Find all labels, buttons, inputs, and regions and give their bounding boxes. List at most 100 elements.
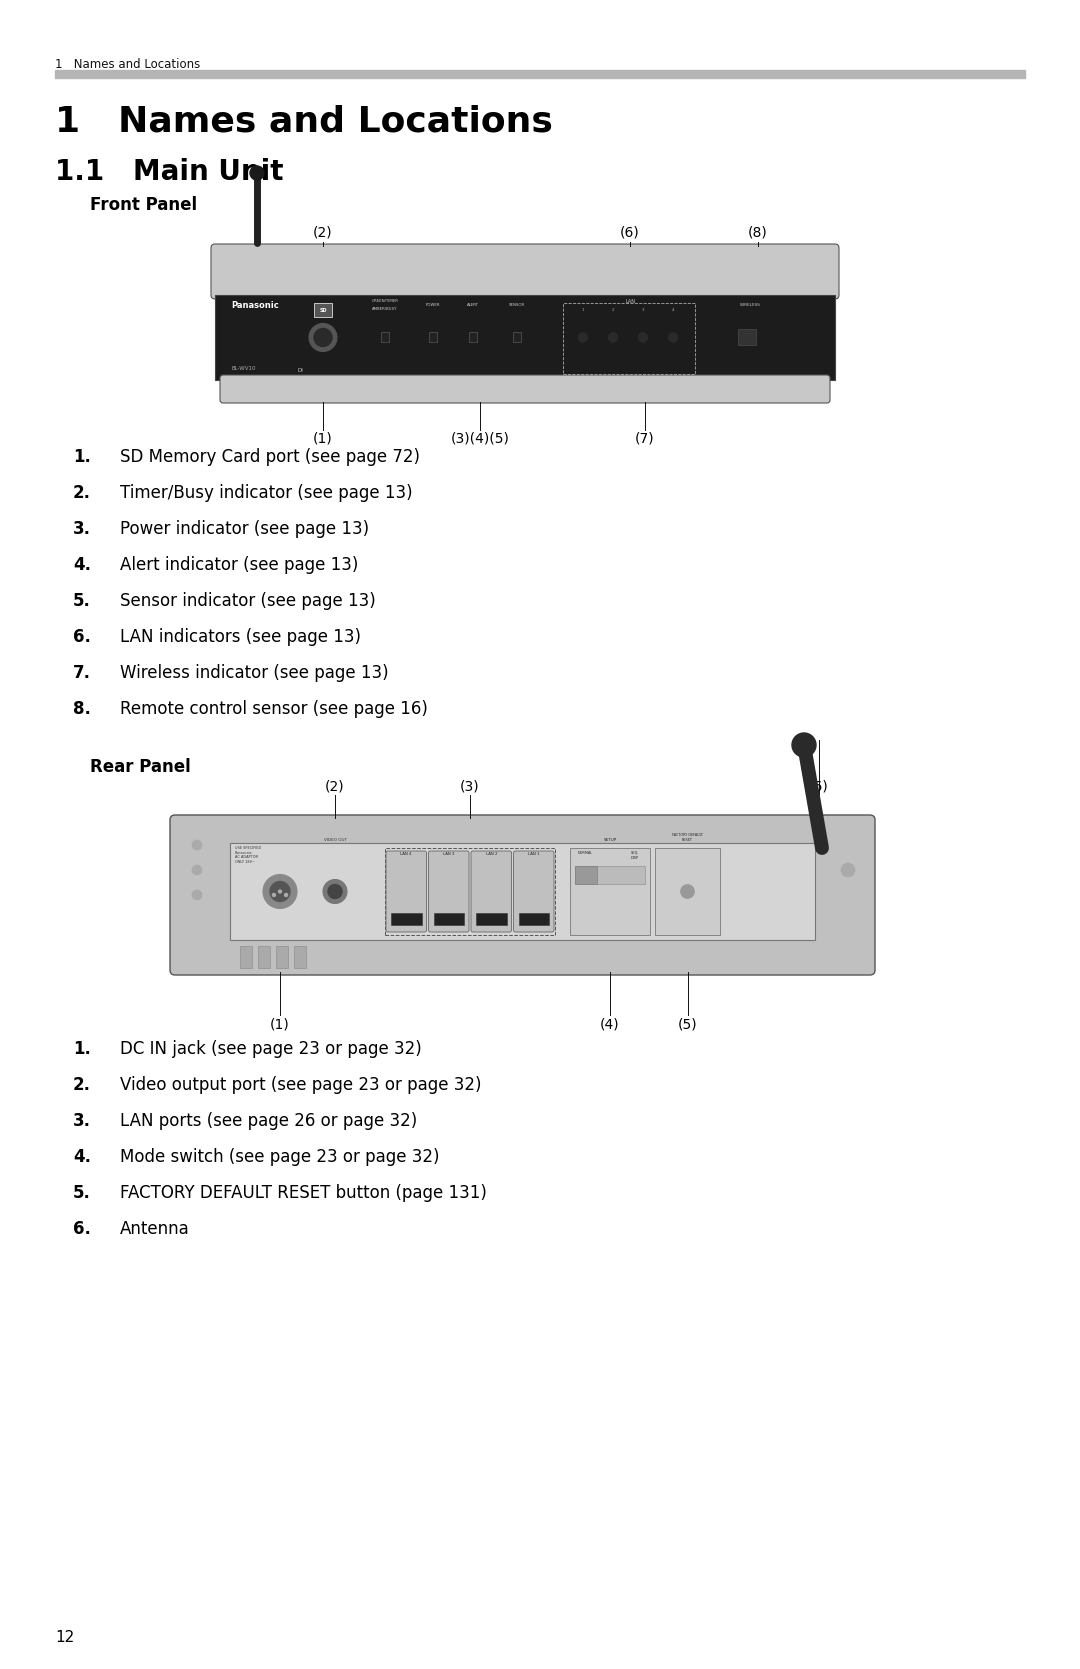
Text: LAN ports (see page 26 or page 32): LAN ports (see page 26 or page 32): [120, 1112, 417, 1130]
Text: Alert indicator (see page 13): Alert indicator (see page 13): [120, 556, 359, 574]
Bar: [476, 913, 507, 925]
Bar: [215, 295, 835, 381]
Text: POWER: POWER: [426, 304, 441, 307]
Bar: [518, 913, 549, 925]
Text: 3: 3: [642, 309, 645, 312]
Bar: [230, 843, 815, 940]
Text: LAN 4: LAN 4: [401, 851, 411, 856]
Text: VIDEO OUT: VIDEO OUT: [324, 838, 347, 841]
Circle shape: [578, 332, 588, 342]
Text: (5): (5): [677, 1016, 698, 1031]
FancyBboxPatch shape: [386, 851, 427, 931]
Bar: [469, 332, 477, 342]
Circle shape: [328, 885, 342, 898]
Circle shape: [638, 332, 648, 342]
Bar: [384, 848, 555, 935]
Text: 4: 4: [672, 309, 674, 312]
Text: 6.: 6.: [73, 1220, 91, 1238]
Circle shape: [272, 893, 275, 896]
Text: LAN: LAN: [625, 299, 635, 304]
Bar: [381, 332, 389, 342]
Circle shape: [270, 881, 291, 901]
Text: 1.: 1.: [73, 447, 91, 466]
Circle shape: [279, 890, 282, 893]
Text: (1): (1): [270, 1016, 289, 1031]
Text: FACTORY DEFAULT
RESET: FACTORY DEFAULT RESET: [672, 833, 703, 841]
Text: 7.: 7.: [73, 664, 91, 683]
Text: (6): (6): [809, 779, 828, 793]
Circle shape: [669, 332, 678, 342]
Text: Video output port (see page 23 or page 32): Video output port (see page 23 or page 3…: [120, 1077, 482, 1093]
Text: SEQ.
DISP: SEQ. DISP: [631, 851, 639, 860]
Circle shape: [284, 893, 287, 896]
Text: (2): (2): [313, 225, 333, 240]
Bar: [738, 329, 756, 345]
Circle shape: [314, 329, 332, 347]
Circle shape: [841, 863, 855, 876]
Bar: [429, 332, 437, 342]
Bar: [575, 866, 645, 885]
Text: GREEN/TIMER: GREEN/TIMER: [372, 299, 399, 304]
Text: USE SPECIFIED
Panasonic
AC ADAPTOR
ONLY 18V~: USE SPECIFIED Panasonic AC ADAPTOR ONLY …: [235, 846, 261, 865]
FancyBboxPatch shape: [513, 851, 554, 931]
Text: (3)(4)(5): (3)(4)(5): [450, 432, 510, 446]
Bar: [570, 848, 650, 935]
Text: ALERT: ALERT: [467, 304, 480, 307]
Text: NORMAL: NORMAL: [578, 851, 593, 855]
Text: 2.: 2.: [73, 484, 91, 502]
Text: DC IN jack (see page 23 or page 32): DC IN jack (see page 23 or page 32): [120, 1040, 422, 1058]
Text: 1: 1: [582, 309, 584, 312]
Bar: [314, 304, 332, 317]
Text: 5.: 5.: [73, 592, 91, 609]
Text: SENSOR: SENSOR: [509, 304, 525, 307]
Text: Antenna: Antenna: [120, 1220, 190, 1238]
Bar: [391, 913, 421, 925]
Text: 1   Names and Locations: 1 Names and Locations: [55, 105, 553, 139]
Text: 6.: 6.: [73, 628, 91, 646]
Bar: [294, 946, 306, 968]
Text: 4.: 4.: [73, 556, 91, 574]
Text: (8): (8): [748, 225, 768, 240]
Bar: [433, 913, 464, 925]
Text: 1   Names and Locations: 1 Names and Locations: [55, 58, 200, 72]
Text: Rear Panel: Rear Panel: [90, 758, 191, 776]
Text: WIRELESS: WIRELESS: [740, 304, 760, 307]
Text: SD: SD: [320, 307, 327, 312]
Circle shape: [192, 890, 202, 900]
Bar: [513, 332, 521, 342]
Circle shape: [792, 733, 816, 758]
Circle shape: [192, 865, 202, 875]
Text: (7): (7): [635, 432, 654, 446]
Circle shape: [264, 875, 297, 908]
Text: Power indicator (see page 13): Power indicator (see page 13): [120, 521, 369, 537]
Circle shape: [608, 332, 618, 342]
Text: 8.: 8.: [73, 699, 91, 718]
Circle shape: [309, 324, 337, 352]
Text: Timer/Busy indicator (see page 13): Timer/Busy indicator (see page 13): [120, 484, 413, 502]
FancyBboxPatch shape: [220, 376, 831, 402]
Text: LAN 1: LAN 1: [528, 851, 540, 856]
Text: Remote control sensor (see page 16): Remote control sensor (see page 16): [120, 699, 428, 718]
Bar: [276, 946, 288, 968]
Bar: [575, 866, 597, 885]
Text: LAN 3: LAN 3: [443, 851, 455, 856]
Circle shape: [323, 880, 347, 903]
Text: DI: DI: [298, 367, 303, 372]
Text: FACTORY DEFAULT RESET button (page 131): FACTORY DEFAULT RESET button (page 131): [120, 1183, 487, 1202]
Bar: [240, 946, 252, 968]
Bar: [258, 946, 270, 968]
Text: BL-WV10: BL-WV10: [231, 366, 256, 371]
FancyBboxPatch shape: [170, 814, 875, 975]
Text: SD Memory Card port (see page 72): SD Memory Card port (see page 72): [120, 447, 420, 466]
Text: 1.1   Main Unit: 1.1 Main Unit: [55, 159, 283, 185]
Bar: [654, 848, 720, 935]
Text: Front Panel: Front Panel: [90, 195, 198, 214]
Text: (2): (2): [325, 779, 345, 793]
Text: 3.: 3.: [73, 1112, 91, 1130]
Text: (3): (3): [460, 779, 480, 793]
Text: 2: 2: [611, 309, 615, 312]
Text: (6): (6): [620, 225, 639, 240]
Text: LAN indicators (see page 13): LAN indicators (see page 13): [120, 628, 361, 646]
Text: Sensor indicator (see page 13): Sensor indicator (see page 13): [120, 592, 376, 609]
Circle shape: [249, 165, 264, 180]
